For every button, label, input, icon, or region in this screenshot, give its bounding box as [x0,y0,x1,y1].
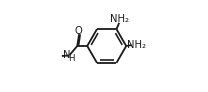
Text: N: N [63,50,70,60]
Text: NH₂: NH₂ [110,14,129,24]
Text: O: O [75,26,83,36]
Text: NH₂: NH₂ [127,40,146,50]
Text: H: H [69,54,75,63]
